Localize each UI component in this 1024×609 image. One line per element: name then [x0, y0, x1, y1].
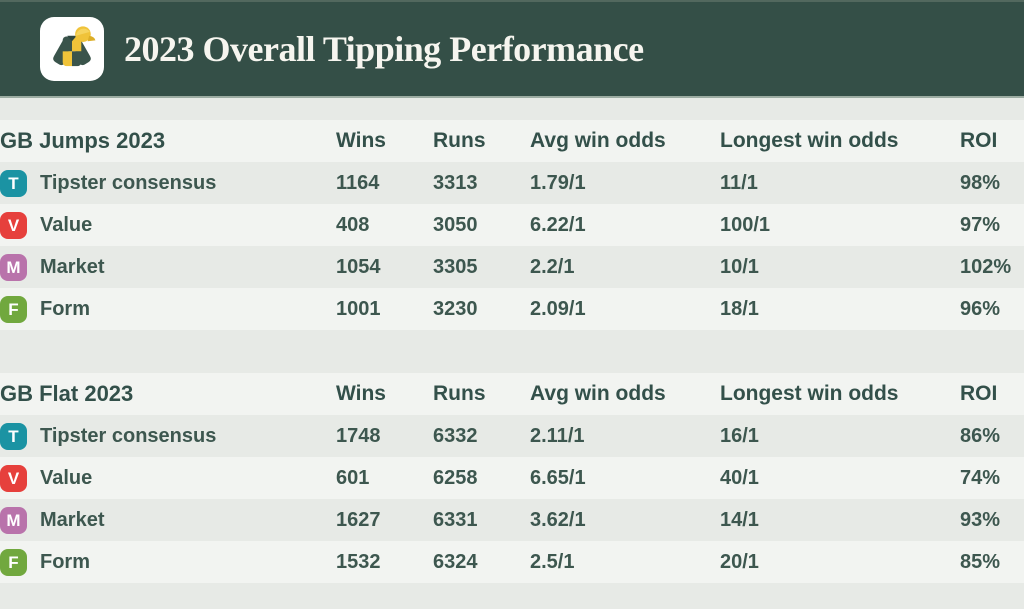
column-header-runs: Runs — [433, 129, 486, 152]
table-title: GB Jumps 2023 — [0, 128, 166, 153]
table-header-row: GB Jumps 2023 Wins Runs Avg win odds Lon… — [0, 120, 1024, 162]
runs-value: 3305 — [433, 255, 478, 278]
market-badge: M — [0, 253, 27, 281]
row-label: Value — [40, 466, 93, 489]
roi-value: 96% — [960, 297, 1001, 320]
roi-value: 98% — [960, 171, 1001, 194]
jockey-silks-icon — [53, 26, 96, 67]
tipster-badge: T — [0, 169, 27, 197]
column-header-runs: Runs — [433, 382, 486, 405]
wins-value: 1054 — [336, 255, 381, 278]
wins-value: 1627 — [336, 508, 381, 531]
wins-value: 408 — [336, 213, 370, 236]
avg-win-odds-value: 3.62/1 — [530, 508, 586, 531]
logo-tile — [40, 17, 104, 81]
wins-value: 601 — [336, 466, 370, 489]
form-badge: F — [0, 548, 27, 576]
wins-value: 1164 — [336, 171, 380, 194]
longest-win-odds-value: 100/1 — [720, 213, 771, 236]
table-row-tipster-consensus: T Tipster consensus 1164 3313 1.79/1 11/1… — [0, 162, 1024, 204]
value-badge: V — [0, 211, 27, 239]
runs-value: 3313 — [433, 171, 478, 194]
wins-value: 1532 — [336, 550, 381, 573]
table-gb-jumps-2023: GB Jumps 2023 Wins Runs Avg win odds Lon… — [0, 120, 1024, 330]
table-gb-flat-2023: GB Flat 2023 Wins Runs Avg win odds Long… — [0, 373, 1024, 583]
row-label: Tipster consensus — [40, 424, 217, 447]
roi-value: 93% — [960, 508, 1001, 531]
row-label: Form — [40, 550, 90, 573]
column-header-wins: Wins — [336, 129, 386, 152]
column-header-roi: ROI — [960, 382, 998, 405]
roi-value: 102% — [960, 255, 1012, 278]
row-label: Tipster consensus — [40, 171, 217, 194]
avg-win-odds-value: 2.2/1 — [530, 255, 575, 278]
avg-win-odds-value: 6.65/1 — [530, 466, 586, 489]
table-row-market: M Market 1054 3305 2.2/1 10/1 102% — [0, 246, 1024, 288]
longest-win-odds-value: 11/1 — [720, 171, 758, 194]
table-row-tipster-consensus: T Tipster consensus 1748 6332 2.11/1 16/1… — [0, 415, 1024, 457]
longest-win-odds-value: 14/1 — [720, 508, 759, 531]
row-label: Market — [40, 508, 105, 531]
masthead: 2023 Overall Tipping Performance — [0, 0, 1024, 98]
tipster-badge: T — [0, 422, 27, 450]
value-badge: V — [0, 464, 27, 492]
runs-value: 6324 — [433, 550, 478, 573]
row-label: Form — [40, 297, 90, 320]
roi-value: 97% — [960, 213, 1001, 236]
runs-value: 6332 — [433, 424, 478, 447]
longest-win-odds-value: 18/1 — [720, 297, 759, 320]
roi-value: 74% — [960, 466, 1001, 489]
column-header-longest-win-odds: Longest win odds — [720, 129, 899, 152]
bottom-strip — [0, 583, 1024, 609]
column-header-roi: ROI — [960, 129, 998, 152]
avg-win-odds-value: 2.5/1 — [530, 550, 575, 573]
wins-value: 1748 — [336, 424, 381, 447]
runs-value: 6331 — [433, 508, 478, 531]
avg-win-odds-value: 2.11/1 — [530, 424, 585, 447]
column-header-avg-win-odds: Avg win odds — [530, 129, 666, 152]
roi-value: 86% — [960, 424, 1001, 447]
divider-strip — [0, 330, 1024, 373]
row-label: Market — [40, 255, 105, 278]
form-badge: F — [0, 295, 27, 323]
runs-value: 3050 — [433, 213, 478, 236]
runs-value: 3230 — [433, 297, 478, 320]
table-title: GB Flat 2023 — [0, 381, 134, 406]
wins-value: 1001 — [336, 297, 381, 320]
table-row-value: V Value 601 6258 6.65/1 40/1 74% — [0, 457, 1024, 499]
table-row-form: F Form 1532 6324 2.5/1 20/1 85% — [0, 541, 1024, 583]
avg-win-odds-value: 1.79/1 — [530, 171, 586, 194]
longest-win-odds-value: 10/1 — [720, 255, 759, 278]
page-title: 2023 Overall Tipping Performance — [124, 29, 644, 69]
longest-win-odds-value: 20/1 — [720, 550, 759, 573]
column-header-wins: Wins — [336, 382, 386, 405]
table-row-market: M Market 1627 6331 3.62/1 14/1 93% — [0, 499, 1024, 541]
table-header-row: GB Flat 2023 Wins Runs Avg win odds Long… — [0, 373, 1024, 415]
column-header-avg-win-odds: Avg win odds — [530, 382, 666, 405]
market-badge: M — [0, 506, 27, 534]
divider-strip — [0, 98, 1024, 120]
longest-win-odds-value: 40/1 — [720, 466, 759, 489]
table-row-value: V Value 408 3050 6.22/1 100/1 97% — [0, 204, 1024, 246]
row-label: Value — [40, 213, 93, 236]
runs-value: 6258 — [433, 466, 478, 489]
column-header-longest-win-odds: Longest win odds — [720, 382, 899, 405]
table-row-form: F Form 1001 3230 2.09/1 18/1 96% — [0, 288, 1024, 330]
longest-win-odds-value: 16/1 — [720, 424, 759, 447]
roi-value: 85% — [960, 550, 1001, 573]
avg-win-odds-value: 6.22/1 — [530, 213, 586, 236]
avg-win-odds-value: 2.09/1 — [530, 297, 586, 320]
